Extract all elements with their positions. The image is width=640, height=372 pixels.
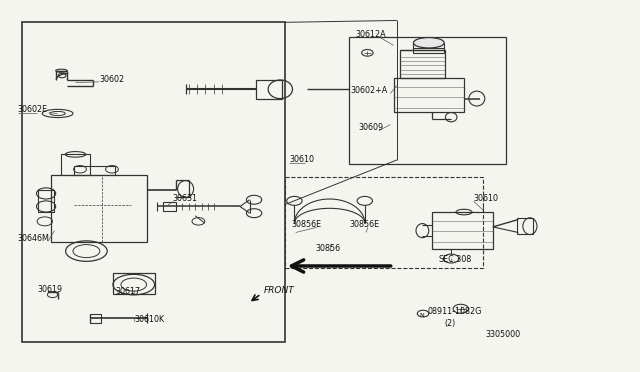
Bar <box>432 212 493 249</box>
Ellipse shape <box>413 38 444 48</box>
Text: 30856: 30856 <box>316 244 340 253</box>
Bar <box>22 22 285 342</box>
Bar <box>74 166 115 175</box>
Bar <box>394 78 464 112</box>
Bar <box>256 80 282 99</box>
Text: 30609: 30609 <box>358 123 383 132</box>
Bar <box>51 175 147 242</box>
Text: 30612A: 30612A <box>355 30 386 39</box>
Text: 3305000: 3305000 <box>485 330 520 339</box>
Text: (2): (2) <box>445 320 456 328</box>
Bar <box>400 50 445 78</box>
Bar <box>285 177 483 268</box>
Text: 30619: 30619 <box>37 285 62 294</box>
Text: 30602: 30602 <box>99 75 124 84</box>
Bar <box>113 273 155 294</box>
Bar <box>163 202 176 211</box>
Text: 30610: 30610 <box>289 155 314 164</box>
Text: 30856E: 30856E <box>349 220 380 229</box>
Text: FRONT: FRONT <box>264 286 294 295</box>
Text: 30646M: 30646M <box>18 234 50 243</box>
Text: SEC.308: SEC.308 <box>438 255 472 264</box>
Text: 30617: 30617 <box>115 287 140 296</box>
Bar <box>90 314 101 323</box>
Bar <box>413 48 444 53</box>
Bar <box>517 218 533 234</box>
Bar <box>349 37 506 164</box>
Text: 08911-1082G: 08911-1082G <box>428 307 482 316</box>
Text: 30602+A: 30602+A <box>351 86 388 95</box>
Bar <box>38 190 54 212</box>
Text: 30631: 30631 <box>173 194 198 203</box>
Bar <box>61 154 90 175</box>
Text: 30602E: 30602E <box>18 105 48 114</box>
Text: N: N <box>419 312 424 318</box>
Text: 30856E: 30856E <box>291 220 321 229</box>
Text: 30610K: 30610K <box>134 315 164 324</box>
Text: 30610: 30610 <box>474 194 499 203</box>
